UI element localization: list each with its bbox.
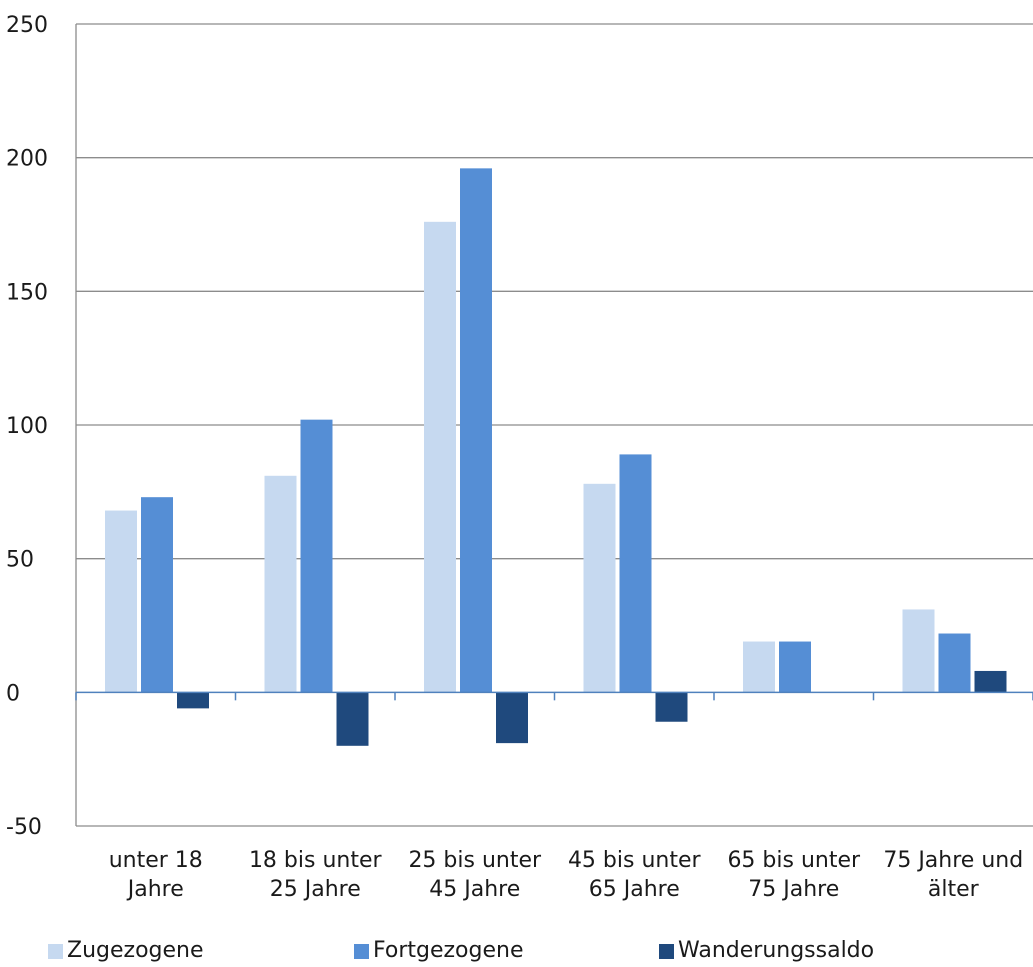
x-category-label: älter [928,877,980,902]
x-category-label: 25 Jahre [270,877,361,902]
bar-wanderungssaldo [496,692,528,744]
bar-wanderungssaldo [655,692,688,722]
bar-fortgezogene [460,168,492,693]
bar-zugezogene [424,221,456,693]
bar-fortgezogene [938,633,971,693]
bar-wanderungssaldo [974,670,1007,693]
y-tick-label: 250 [6,13,48,38]
y-tick-label: 150 [6,280,48,305]
y-tick-label: 50 [6,548,34,573]
bar-fortgezogene [779,641,811,693]
x-category-label: 45 bis unter [568,848,702,873]
x-category-label: 45 Jahre [429,877,520,902]
y-tick-label: -50 [6,815,42,840]
y-tick-label: 0 [6,681,20,706]
bar-fortgezogene [141,497,173,693]
x-category-label: Jahre [126,877,184,902]
legend-item-fortgezogene: Fortgezogene [354,938,659,964]
y-tick-label: 100 [6,414,48,439]
legend-label: Wanderungssaldo [678,938,875,963]
x-category-label: 18 bis unter [249,848,383,873]
x-category-label: 65 bis unter [727,848,861,873]
legend-swatch [659,943,674,959]
legend-swatch [354,943,369,959]
x-category-label: 25 bis unter [408,848,542,873]
y-tick-label: 200 [6,147,48,172]
legend-label: Fortgezogene [373,938,524,963]
legend-swatch [48,943,63,959]
legend-item-zugezogene: Zugezogene [48,938,354,964]
legend-label: Zugezogene [67,938,204,963]
x-category-label: 75 Jahre und [883,848,1023,873]
bar-wanderungssaldo [336,692,369,746]
x-category-label: 75 Jahre [748,877,839,902]
x-category-label: unter 18 [109,848,203,873]
bar-zugezogene [583,483,616,693]
bar-zugezogene [743,641,775,693]
legend: Zugezogene Fortgezogene Wanderungssaldo [48,938,874,964]
bar-zugezogene [902,609,935,693]
legend-item-wanderungssaldo: Wanderungssaldo [659,938,874,964]
x-category-label: 65 Jahre [589,877,680,902]
bar-zugezogene [105,510,137,693]
bar-zugezogene [264,475,297,693]
bar-fortgezogene [300,419,333,693]
bar-wanderungssaldo [177,692,209,709]
bar-fortgezogene [619,454,652,693]
